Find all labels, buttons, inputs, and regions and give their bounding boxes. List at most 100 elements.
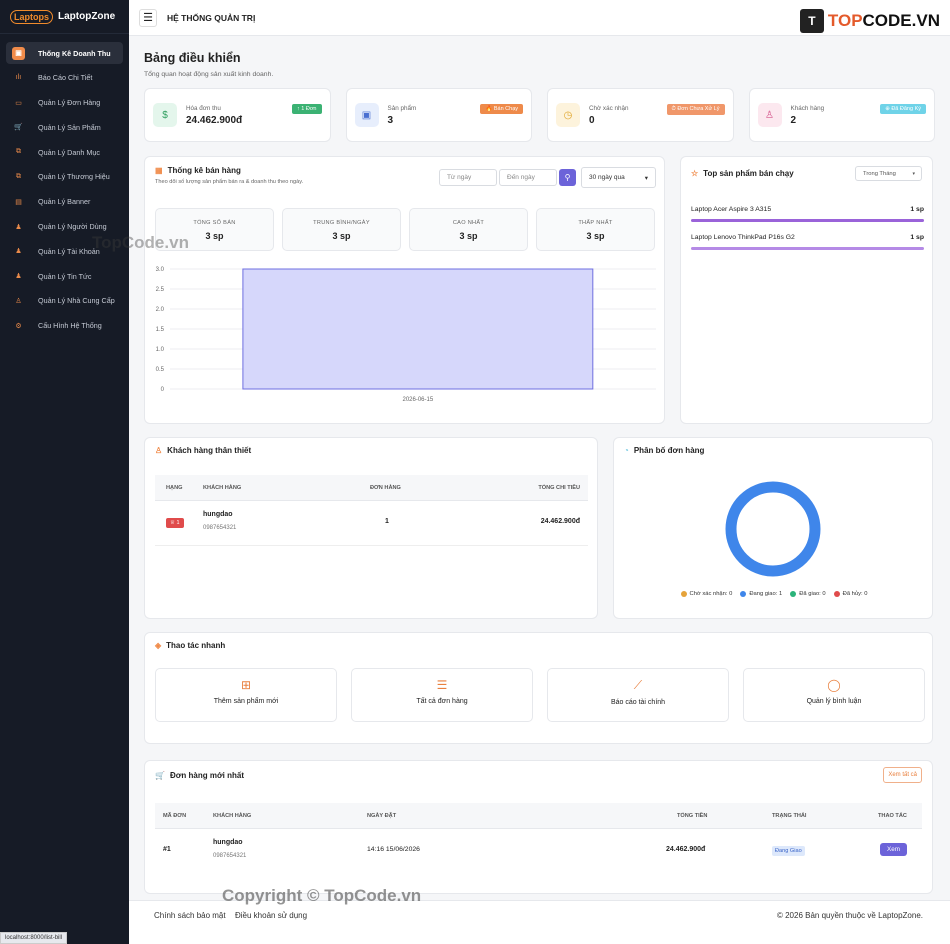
product-bar: [691, 247, 924, 250]
summary-box: TỔNG SỐ BÁN 3 sp: [155, 208, 274, 251]
sidebar-item[interactable]: ▭ Quản Lý Đơn Hàng: [6, 92, 123, 114]
cart-icon: 🛒: [14, 124, 23, 132]
range-select[interactable]: 30 ngày qua ▾: [581, 167, 656, 188]
product-bar: [691, 219, 924, 222]
legend-item: Đã giao: 0: [790, 591, 826, 597]
customer-total: 24.462.900đ: [540, 518, 580, 525]
stat-badge: ↑ 1 Đơn: [291, 104, 322, 114]
table-row[interactable]: #1 hungdao 0987654321 14:16 15/06/2026 2…: [155, 829, 922, 873]
sidebar-item[interactable]: ⧉ Quản Lý Thương Hiệu: [6, 166, 123, 188]
distribution-title: ◔ Phân bố đơn hàng: [624, 446, 705, 455]
y-tick-label: 1.5: [156, 327, 165, 333]
sales-chart: 3.0 2.5 2.0 1.5 1.0 0.5 0 2026-06-15: [156, 267, 656, 403]
quick-action-label: Tất cả đơn hàng: [416, 698, 468, 705]
summary-label: CAO NHẤT: [452, 220, 485, 226]
legend-label: Đã hủy: 0: [842, 591, 868, 597]
distribution-card: ◔ Phân bố đơn hàng Chờ xác nhận: 0 Đang gi…: [613, 437, 933, 619]
top-product-item[interactable]: Laptop Lenovo ThinkPad P16s G2 1 sp: [691, 234, 924, 254]
y-tick-label: 0: [161, 387, 165, 393]
sales-card: ▦ Thống kê bán hàng Theo dõi số lượng sản…: [144, 156, 665, 424]
sidebar-item[interactable]: ⚙ Cấu Hình Hệ Thống: [6, 315, 123, 337]
summary-label: TRUNG BÌNH/NGÀY: [313, 220, 370, 226]
quick-action-button[interactable]: ◯ Quản lý bình luận: [743, 668, 925, 722]
stat-value: 24.462.900đ: [186, 114, 243, 126]
product-qty: 1 sp: [910, 206, 924, 213]
view-order-button[interactable]: Xem: [880, 843, 907, 856]
sidebar-item-label: Thống Kê Doanh Thu: [38, 48, 111, 58]
order-phone: 0987654321: [213, 853, 247, 859]
logo[interactable]: Laptops LaptopZone: [0, 0, 129, 34]
quick-action-button[interactable]: ☰ Tất cả đơn hàng: [351, 668, 533, 722]
donut-slice[interactable]: [725, 481, 821, 577]
loyal-title: ♙ Khách hàng thân thiết: [155, 446, 252, 455]
distribution-donut: [725, 481, 821, 577]
sidebar-item[interactable]: ılı Báo Cáo Chi Tiết: [6, 67, 123, 89]
sidebar-item[interactable]: ▣ Thống Kê Doanh Thu: [6, 42, 123, 64]
cart-icon: 🛒: [155, 771, 165, 780]
table-row[interactable]: ♕ 1 hungdao 0987654321 1 24.462.900đ: [155, 501, 588, 546]
top-product-item[interactable]: Laptop Acer Aspire 3 A315 1 sp: [691, 206, 924, 226]
bolt-icon: ◈: [155, 641, 162, 650]
sidebar-item[interactable]: ⧉ Quản Lý Danh Mục: [6, 141, 123, 163]
copy-icon: ⧉: [16, 172, 21, 180]
sales-title: ▦ Thống kê bán hàng: [155, 166, 241, 175]
distribution-legend: Chờ xác nhận: 0 Đang giao: 1 Đã giao: 0 Đã …: [614, 591, 934, 597]
sidebar-item[interactable]: 🛒 Quản Lý Sản Phẩm: [6, 116, 123, 138]
summary-box: CAO NHẤT 3 sp: [409, 208, 528, 251]
summary-label: THẤP NHẤT: [578, 220, 613, 226]
stat-icon: ▣: [354, 103, 379, 127]
y-tick-label: 2.0: [156, 307, 165, 313]
x-tick-label: 2026-06-15: [403, 397, 434, 403]
customer-orders: 1: [385, 518, 389, 525]
order-customer: hungdao: [213, 839, 243, 846]
sidebar-item-label: Quản Lý Người Dùng: [38, 222, 107, 232]
card-icon: ▭: [15, 99, 22, 107]
quick-action-button[interactable]: ⟋ Báo cáo tài chính: [547, 668, 729, 722]
search-icon[interactable]: ⚲: [559, 169, 576, 186]
stat-value: 3: [387, 114, 394, 126]
brand-watermark: T TOPCODE.VN: [799, 6, 940, 36]
sidebar-item[interactable]: ♙ Quản Lý Nhà Cung Cấp: [6, 290, 123, 312]
stat-icon: $: [153, 103, 177, 127]
sidebar-item[interactable]: ▤ Quản Lý Banner: [6, 191, 123, 213]
legend-label: Đã giao: 0: [799, 591, 826, 597]
sidebar-item-label: Quản Lý Tin Tức: [38, 271, 92, 281]
brand-logo-icon: T: [799, 9, 824, 33]
watermark-text: TopCode.vn: [92, 233, 189, 252]
file-icon: ▤: [15, 198, 22, 206]
legend-dot-icon: [790, 591, 797, 597]
summary-box: TRUNG BÌNH/NGÀY 3 sp: [282, 208, 401, 251]
loyal-customers-card: ♙ Khách hàng thân thiết HẠNG KHÁCH HÀNG Đ…: [144, 437, 598, 619]
privacy-link[interactable]: Chính sách bảo mật: [154, 911, 226, 920]
top-filter-select[interactable]: Trong Tháng ▾: [855, 166, 922, 181]
sidebar-item-label: Quản Lý Đơn Hàng: [38, 98, 101, 108]
sidebar-item[interactable]: ♟ Quản Lý Người Dùng: [6, 216, 123, 238]
sidebar-item[interactable]: ♟ Quản Lý Tin Tức: [6, 265, 123, 287]
legend-dot-icon: [680, 591, 687, 597]
stat-label: Hóa đơn thu: [186, 104, 221, 112]
sidebar-item[interactable]: ♟ Quản Lý Tài Khoản: [6, 240, 123, 262]
summary-value: 3 sp: [459, 231, 478, 241]
stat-badge: 🔥 Bán Chạy: [480, 104, 523, 114]
from-date-input[interactable]: Từ ngày: [439, 169, 497, 186]
terms-link[interactable]: Điều khoản sử dụng: [235, 911, 308, 920]
view-all-button[interactable]: Xem tất cả: [883, 767, 922, 783]
menu-toggle-icon[interactable]: ☰: [139, 8, 157, 27]
stat-value: 0: [589, 114, 595, 126]
page-subtitle: Tổng quan hoạt động sản xuất kinh doanh.: [144, 71, 274, 78]
stat-icon: ◷: [556, 103, 580, 127]
main-area: ☰ HỆ THỐNG QUẢN TRỊ T TOPCODE.VN Bảng đi…: [129, 0, 950, 944]
quick-action-label: Thêm sản phẩm mới: [213, 698, 279, 705]
footer: Chính sách bảo mật Điều khoản sử dụng © …: [129, 900, 950, 944]
quick-action-icon: ◯: [827, 678, 841, 692]
stat-card: ▣ Sản phẩm 3 🔥 Bán Chạy: [345, 88, 532, 142]
stat-label: Sản phẩm: [387, 104, 417, 112]
watermark-copyright: Copyright © TopCode.vn: [222, 886, 422, 905]
users-icon: ♟: [15, 248, 22, 256]
bar[interactable]: [242, 268, 594, 390]
page-title: Bảng điều khiển: [144, 51, 241, 65]
to-date-input[interactable]: Đến ngày: [499, 169, 557, 186]
quick-action-button[interactable]: ⊞ Thêm sản phẩm mới: [155, 668, 337, 722]
user-icon: ♙: [15, 297, 22, 305]
chart-icon: ▦: [155, 166, 163, 175]
